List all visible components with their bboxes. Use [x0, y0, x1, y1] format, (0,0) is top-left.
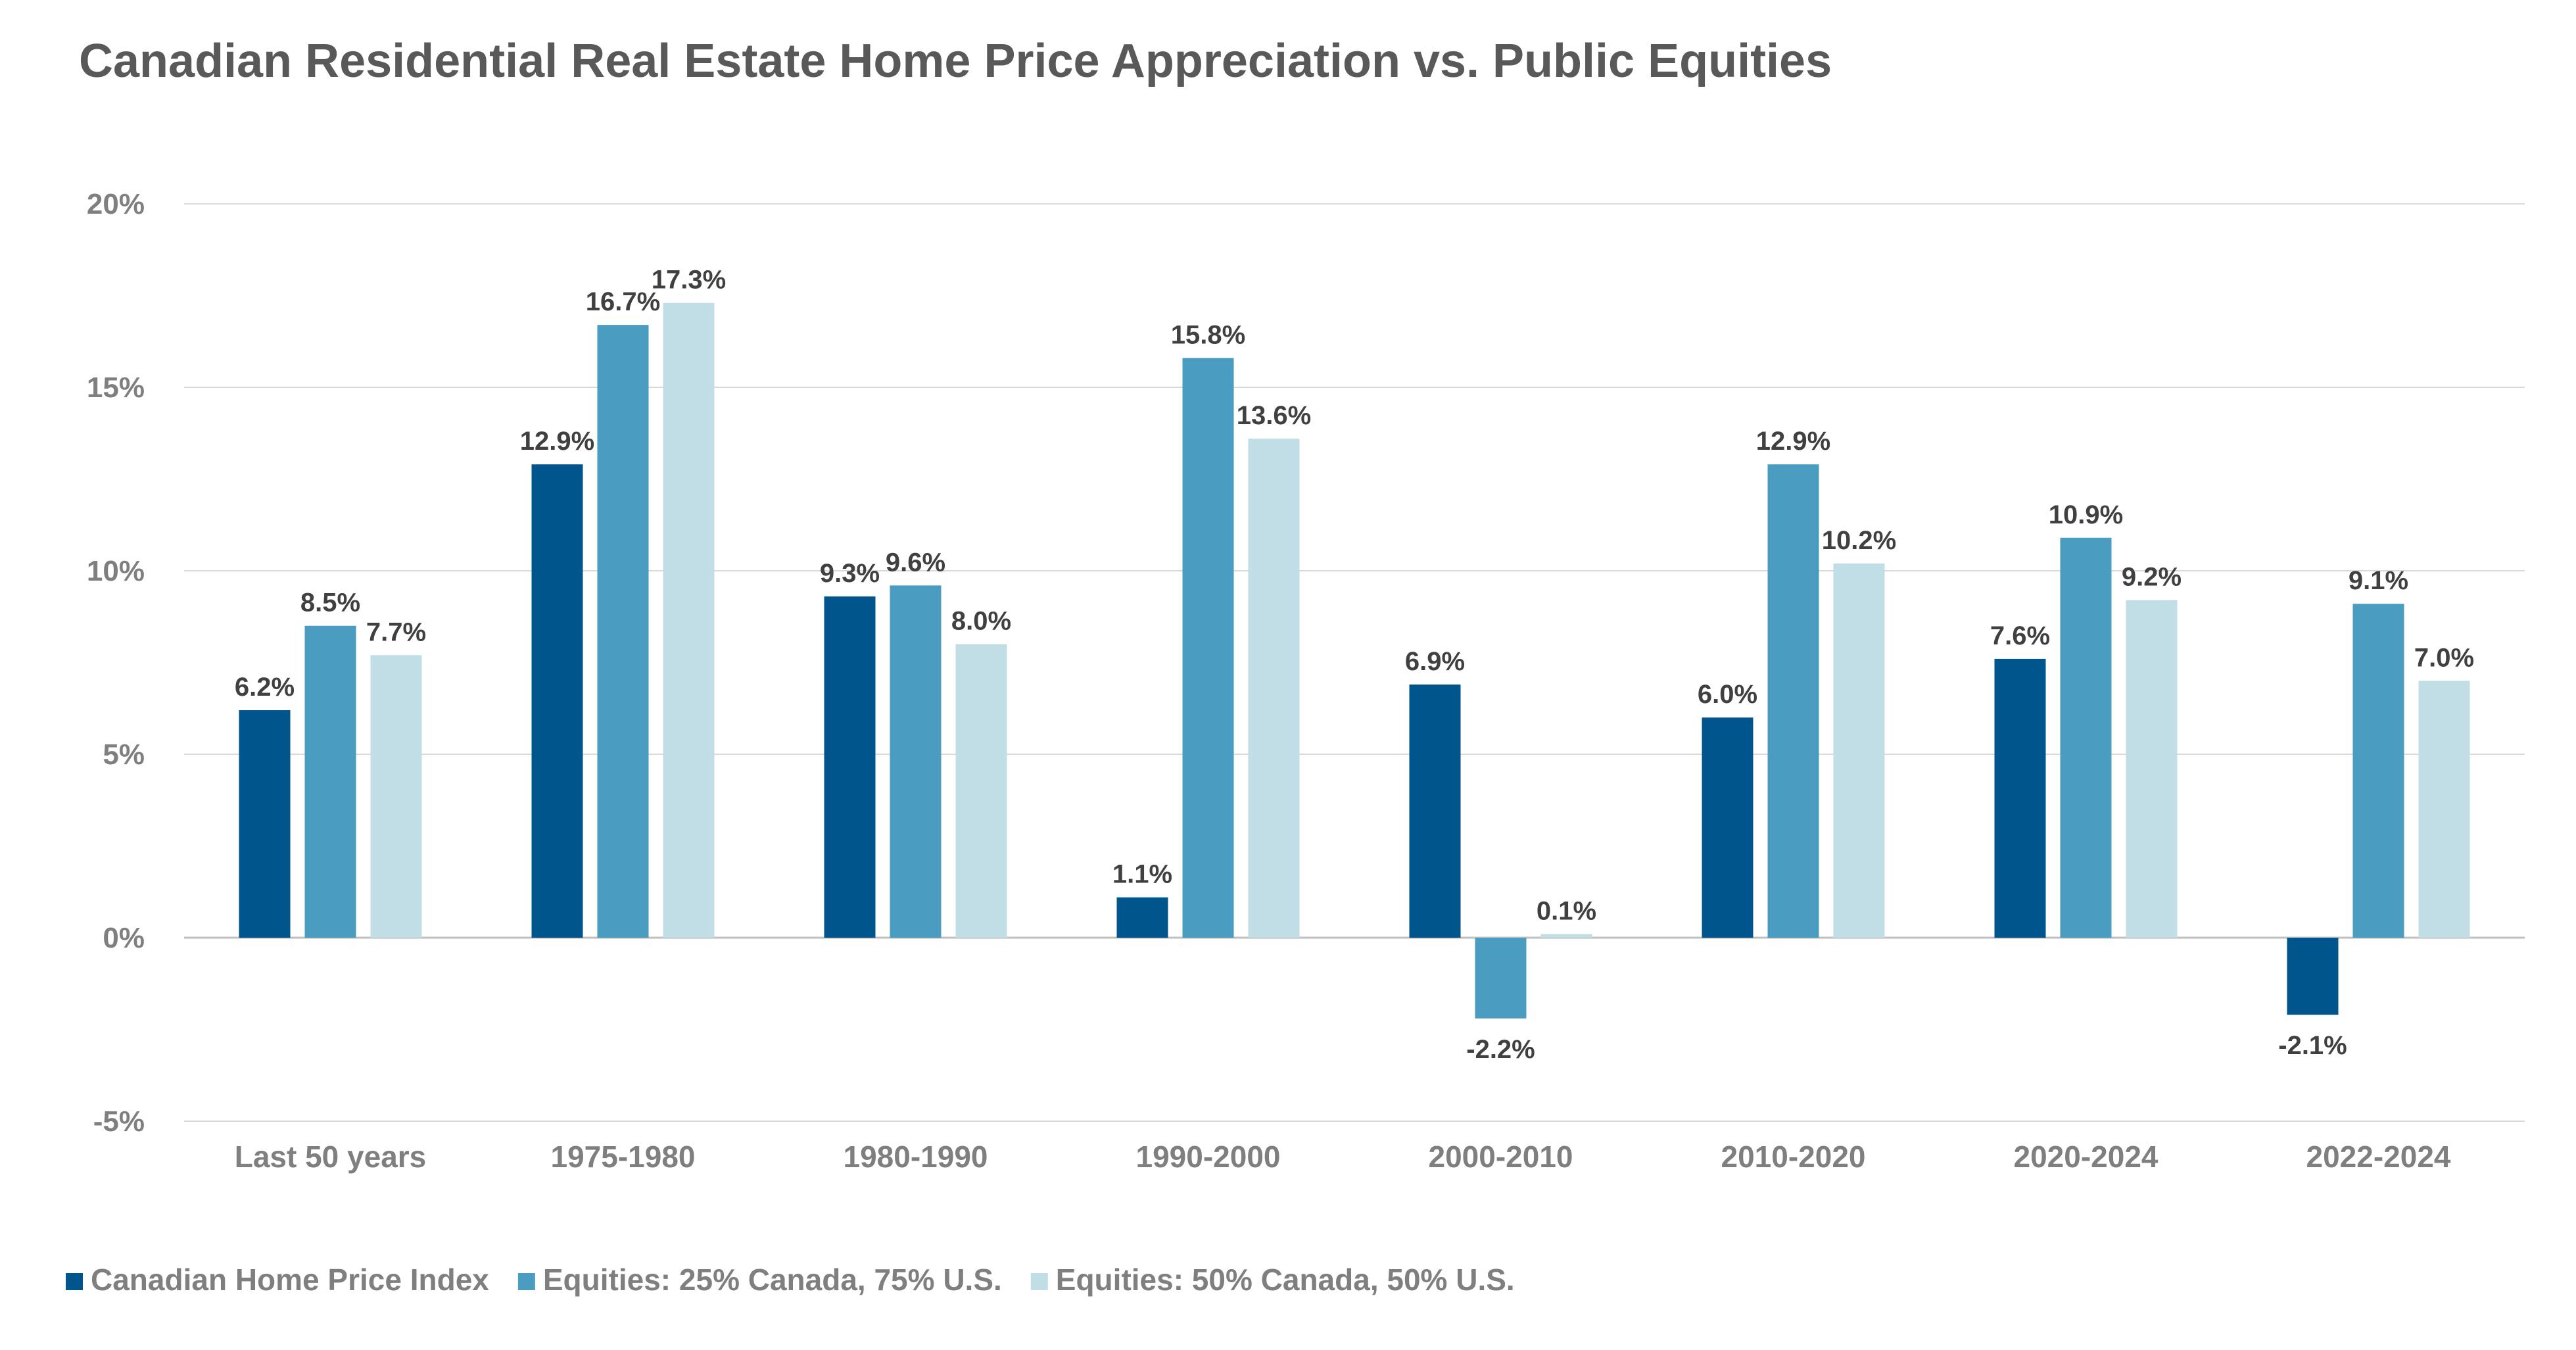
bar	[1409, 684, 1461, 938]
x-tick-label: 1980-1990	[844, 1140, 988, 1174]
x-tick-label: 2010-2020	[1721, 1140, 1866, 1174]
data-label: 7.6%	[1990, 621, 2050, 650]
bar	[370, 655, 422, 938]
data-labels: 6.2% 8.5%7.7% 12.9% 16.7%17.3% 9.3% 9.6% 8.0% 1…	[235, 266, 2474, 1064]
bar	[2352, 604, 2404, 938]
data-label: 9.3%	[820, 559, 880, 588]
bars	[239, 302, 2470, 1019]
data-label: 12.9%	[520, 427, 594, 456]
bar	[1702, 717, 1753, 938]
legend-swatch	[66, 1273, 83, 1290]
chart-title: Canadian Residential Real Estate Home Pr…	[79, 35, 1832, 87]
legend-entry: Equities: 50% Canada, 50% U.S.	[1056, 1263, 1515, 1297]
data-label: -2.1%	[2278, 1031, 2347, 1060]
bar	[2287, 938, 2339, 1015]
data-label: 10.2%	[1822, 526, 1896, 555]
x-tick-label: Last 50 years	[235, 1140, 427, 1174]
bar	[1116, 897, 1168, 938]
data-label: 1.1%	[1112, 860, 1172, 889]
bar	[531, 464, 583, 938]
y-tick-label: 5%	[103, 738, 145, 771]
legend-entry: Canadian Home Price Index	[91, 1263, 489, 1297]
legend-swatch	[517, 1273, 535, 1290]
bar	[2418, 681, 2470, 938]
data-label: 9.6%	[886, 548, 945, 577]
legend-entry: Equities: 25% Canada, 75% U.S.	[543, 1263, 1002, 1297]
data-label: 7.0%	[2414, 643, 2474, 672]
data-label: 0.1%	[1537, 896, 1596, 925]
data-label: 10.9%	[2049, 500, 2123, 529]
legend: Canadian Home Price Index Equities: 25% C…	[66, 1263, 1515, 1297]
y-tick-label: -5%	[93, 1105, 145, 1138]
bar	[1182, 358, 1234, 938]
data-label: 17.3%	[652, 266, 726, 295]
data-label: 9.1%	[2349, 566, 2408, 595]
data-label: 12.9%	[1756, 427, 1830, 456]
x-tick-label: 2000-2010	[1429, 1140, 1573, 1174]
x-tick-label: 2020-2024	[2014, 1140, 2159, 1174]
y-tick-label: 15%	[87, 372, 145, 404]
bar	[1475, 938, 1527, 1019]
data-label: -2.2%	[1466, 1035, 1535, 1064]
y-axis: -5% 0% 5% 10% 15% 20%	[87, 188, 145, 1138]
data-label: 8.0%	[951, 607, 1011, 636]
bar	[1248, 439, 1300, 938]
bar	[1540, 934, 1592, 938]
x-tick-label: 1990-2000	[1136, 1140, 1281, 1174]
data-label: 13.6%	[1237, 401, 1311, 430]
bar	[1833, 563, 1885, 938]
y-tick-label: 20%	[87, 188, 145, 220]
bar	[2060, 537, 2112, 938]
y-tick-label: 10%	[87, 555, 145, 587]
x-tick-label: 1975-1980	[551, 1140, 696, 1174]
bar	[890, 585, 942, 938]
data-label: 8.5%	[300, 589, 360, 617]
y-tick-label: 0%	[103, 922, 145, 954]
data-label: 16.7%	[586, 287, 660, 316]
bar	[1994, 658, 2046, 938]
data-label: 7.7%	[366, 617, 426, 646]
bar	[304, 625, 356, 938]
bar	[597, 325, 649, 938]
bar	[2126, 600, 2178, 938]
legend-swatch	[1030, 1273, 1048, 1290]
bar	[1767, 464, 1819, 938]
data-label: 6.2%	[235, 673, 295, 702]
data-label: 6.9%	[1405, 647, 1465, 676]
data-label: 9.2%	[2122, 563, 2182, 592]
x-axis: Last 50 years 1975-1980 1980-1990 1990-2000…	[235, 1140, 2451, 1174]
bar	[824, 596, 876, 938]
data-label: 6.0%	[1698, 680, 1757, 709]
x-tick-label: 2022-2024	[2306, 1140, 2451, 1174]
bar	[239, 710, 291, 938]
bar	[663, 302, 715, 938]
bar	[955, 644, 1007, 938]
data-label: 15.8%	[1171, 320, 1245, 349]
